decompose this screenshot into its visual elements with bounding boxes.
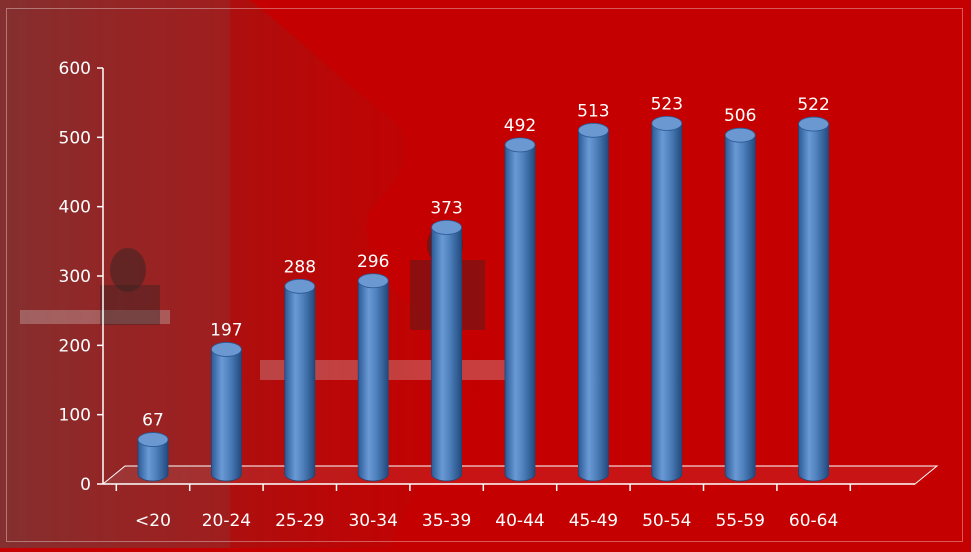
bar xyxy=(284,278,316,482)
x-tick-label: 55-59 xyxy=(715,511,764,531)
bar xyxy=(724,127,756,482)
x-tick-label: <20 xyxy=(135,511,171,531)
y-tick-label: 200 xyxy=(59,336,91,356)
bar xyxy=(137,432,169,482)
bar-body xyxy=(137,439,169,482)
data-label: 67 xyxy=(142,411,164,431)
bar-cap xyxy=(798,116,829,132)
x-tick-label: 20-24 xyxy=(202,511,251,531)
bar-body xyxy=(651,122,683,482)
data-label: 513 xyxy=(577,101,609,121)
y-tick-label: 100 xyxy=(59,406,91,426)
bar-body xyxy=(284,285,316,482)
bar-body xyxy=(431,226,462,482)
data-label: 288 xyxy=(284,257,316,277)
bar-cap xyxy=(431,219,463,235)
data-label: 506 xyxy=(724,106,756,126)
bar-body xyxy=(724,134,756,482)
bar xyxy=(357,273,389,482)
bar-body xyxy=(504,144,536,482)
y-tick-label: 600 xyxy=(59,59,91,79)
x-tick-label: 50-54 xyxy=(642,511,691,531)
y-tick-label: 0 xyxy=(80,475,91,495)
bar-cap xyxy=(504,137,536,153)
bar-body xyxy=(578,129,609,482)
data-label: 296 xyxy=(357,252,389,272)
bar xyxy=(798,116,829,482)
y-tick-label: 300 xyxy=(59,267,91,287)
bar-body xyxy=(357,280,389,482)
y-tick-label: 500 xyxy=(59,128,91,148)
bar xyxy=(578,122,609,482)
bar-cap xyxy=(210,342,242,357)
x-tick-label: 60-64 xyxy=(789,511,838,531)
bar-body xyxy=(211,349,242,482)
bar xyxy=(431,219,463,482)
bar xyxy=(651,115,683,482)
data-label: 522 xyxy=(797,95,829,115)
chart-bars xyxy=(137,115,829,482)
x-tick-label: 25-29 xyxy=(275,511,324,531)
background-photo xyxy=(0,0,520,548)
data-label: 492 xyxy=(504,116,536,136)
data-label: 523 xyxy=(651,94,683,114)
x-tick-label: 40-44 xyxy=(495,511,544,531)
x-tick-label: 35-39 xyxy=(422,511,471,531)
chart-labels: 67 <20 197 20-24 288 25-29 296 30-34 373 35-39 492… xyxy=(135,94,838,531)
bar-cap xyxy=(357,273,389,289)
bar-cap xyxy=(137,432,169,447)
x-tick-label: 30-34 xyxy=(348,511,397,531)
bar-cap xyxy=(284,278,316,294)
bar-cap xyxy=(724,127,756,143)
y-tick-label: 400 xyxy=(59,198,91,218)
bar-body xyxy=(798,123,829,482)
bar-cap xyxy=(651,115,683,131)
x-tick-label: 45-49 xyxy=(569,511,618,531)
data-label: 373 xyxy=(430,198,462,218)
bar xyxy=(210,342,242,482)
data-label: 197 xyxy=(210,320,242,340)
bar xyxy=(504,137,536,482)
bar-cap xyxy=(578,122,609,138)
